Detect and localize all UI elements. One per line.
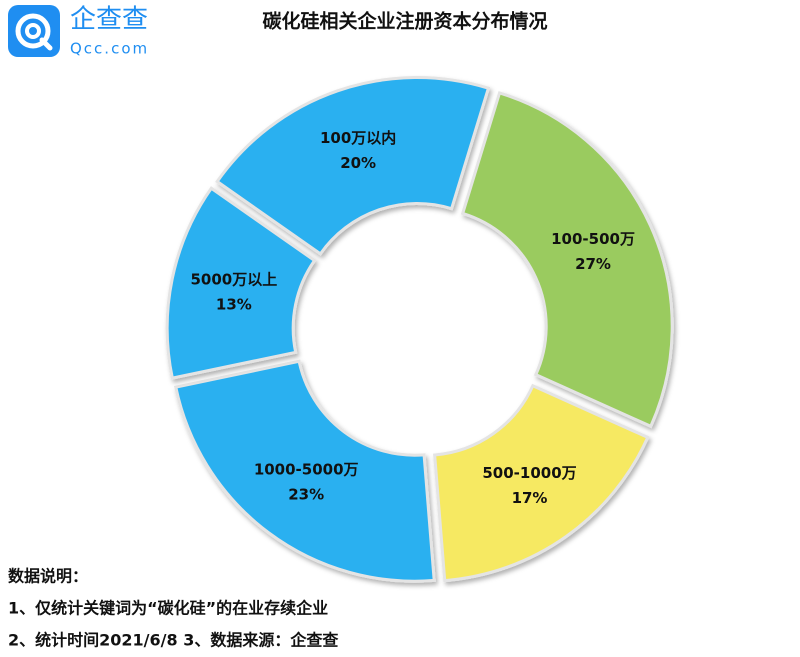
slice-value: 17% <box>512 489 548 507</box>
donut-slice <box>173 359 436 583</box>
logo-name: 企查查 <box>70 5 148 35</box>
logo-q <box>15 13 51 49</box>
donut-slice <box>433 383 650 583</box>
donut-slice <box>460 91 674 429</box>
chart-title: 碳化硅相关企业注册资本分布情况 <box>262 10 547 33</box>
notes-heading: 数据说明： <box>8 567 88 586</box>
logo-domain: Qcc.com <box>70 40 149 58</box>
logo: 企查查 Qcc.com <box>8 5 149 58</box>
donut-slice <box>165 186 317 380</box>
slice-value: 27% <box>575 255 611 273</box>
slice-label: 100万以内 <box>320 129 396 147</box>
logo-q-inner <box>25 23 41 39</box>
slice-value: 20% <box>340 154 376 172</box>
slice-label: 100-500万 <box>551 230 635 248</box>
note-line: 2、统计时间2021/6/8 3、数据来源：企查查 <box>8 631 338 650</box>
slice-value: 23% <box>288 486 324 504</box>
note-line: 1、仅统计关键词为“碳化硅”的在业存续企业 <box>8 599 328 618</box>
donut: 100-500万 27% 500-1000万 17% 1000-5000万 23% 5000… <box>165 76 674 583</box>
slice-label: 500-1000万 <box>482 464 576 482</box>
donut-slice <box>215 76 491 256</box>
slice-value: 13% <box>216 295 252 313</box>
logo-q-tail <box>39 37 53 51</box>
slice-label: 5000万以上 <box>191 270 278 288</box>
slice-label: 1000-5000万 <box>254 461 359 479</box>
